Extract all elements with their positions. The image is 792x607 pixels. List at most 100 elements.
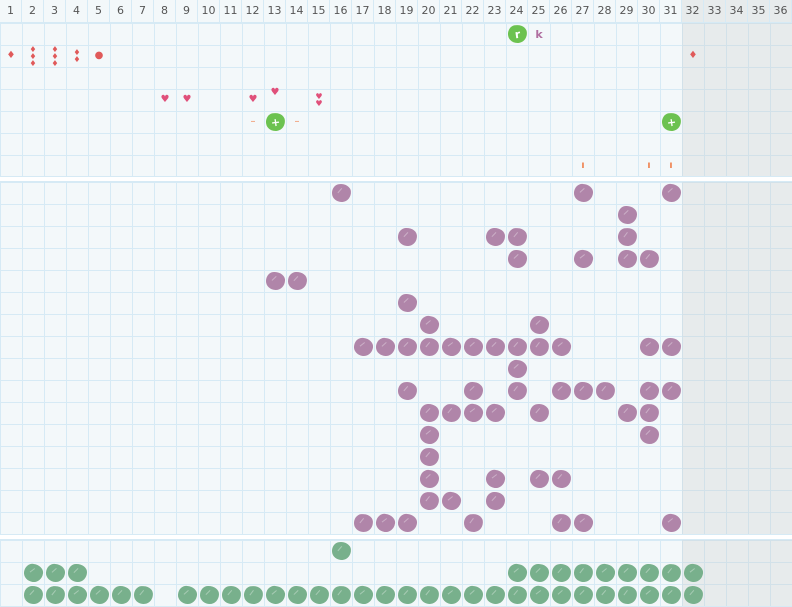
purple-block[interactable] (462, 336, 484, 358)
purple-block[interactable] (528, 336, 550, 358)
purple-block[interactable] (396, 292, 418, 314)
purple-block[interactable] (616, 402, 638, 424)
purple-block[interactable] (594, 380, 616, 402)
purple-block[interactable] (572, 512, 594, 534)
purple-block[interactable] (418, 402, 440, 424)
green-block[interactable] (682, 584, 704, 606)
green-block[interactable] (462, 584, 484, 606)
purple-block[interactable] (352, 336, 374, 358)
green-block[interactable] (572, 562, 594, 584)
purple-block[interactable] (462, 380, 484, 402)
purple-block[interactable] (264, 270, 286, 292)
green-block[interactable] (616, 584, 638, 606)
purple-block[interactable] (396, 380, 418, 402)
green-block[interactable] (330, 584, 352, 606)
purple-block[interactable] (374, 336, 396, 358)
green-block[interactable] (66, 562, 88, 584)
green-block[interactable] (44, 584, 66, 606)
purple-block[interactable] (352, 512, 374, 534)
track-cell[interactable]: ♦♦ (66, 45, 88, 67)
green-block[interactable] (132, 584, 154, 606)
purple-block[interactable] (506, 226, 528, 248)
green-block[interactable] (220, 584, 242, 606)
track-cell[interactable]: – (242, 111, 264, 133)
green-block[interactable] (352, 584, 374, 606)
purple-block[interactable] (418, 446, 440, 468)
purple-block[interactable] (506, 380, 528, 402)
track-cell[interactable]: ● (88, 45, 110, 67)
purple-block[interactable] (550, 468, 572, 490)
track-cell[interactable]: – (286, 111, 308, 133)
purple-block[interactable] (550, 380, 572, 402)
track-cell[interactable]: ♦♦♦ (44, 45, 66, 67)
green-block[interactable] (506, 584, 528, 606)
green-block[interactable] (176, 584, 198, 606)
purple-block[interactable] (528, 468, 550, 490)
track-cell[interactable]: ı (660, 155, 682, 177)
middle-track[interactable] (0, 181, 792, 535)
purple-block[interactable] (418, 424, 440, 446)
purple-block[interactable] (616, 226, 638, 248)
purple-block[interactable] (462, 402, 484, 424)
green-block[interactable] (396, 584, 418, 606)
green-block[interactable] (22, 562, 44, 584)
purple-block[interactable] (572, 248, 594, 270)
green-block[interactable] (682, 562, 704, 584)
purple-block[interactable] (528, 402, 550, 424)
track-cell[interactable]: + (660, 111, 682, 133)
green-block[interactable] (330, 540, 352, 562)
green-block[interactable] (88, 584, 110, 606)
purple-block[interactable] (660, 380, 682, 402)
purple-block[interactable] (616, 204, 638, 226)
purple-block[interactable] (638, 402, 660, 424)
green-block[interactable] (264, 584, 286, 606)
purple-block[interactable] (506, 336, 528, 358)
purple-block[interactable] (374, 512, 396, 534)
green-block[interactable] (110, 584, 132, 606)
green-block[interactable] (66, 584, 88, 606)
purple-block[interactable] (572, 182, 594, 204)
purple-block[interactable] (418, 314, 440, 336)
green-block[interactable] (308, 584, 330, 606)
track-cell[interactable]: ♥ (176, 89, 198, 111)
green-block[interactable] (198, 584, 220, 606)
purple-block[interactable] (440, 336, 462, 358)
purple-block[interactable] (396, 512, 418, 534)
purple-block[interactable] (616, 248, 638, 270)
green-block[interactable] (22, 584, 44, 606)
purple-block[interactable] (484, 468, 506, 490)
green-block[interactable] (528, 584, 550, 606)
top-track[interactable]: r k ♦ ♦♦♦ ♦♦♦ ♦♦ ● ♦ ♥ ♥ ♥ ♥ ♥♥ – + – + ı ı ı (0, 22, 792, 177)
purple-block[interactable] (396, 226, 418, 248)
green-block[interactable] (374, 584, 396, 606)
purple-block[interactable] (330, 182, 352, 204)
track-cell[interactable]: ♦♦♦ (22, 45, 44, 67)
purple-block[interactable] (418, 336, 440, 358)
purple-block[interactable] (440, 402, 462, 424)
green-block[interactable] (572, 584, 594, 606)
green-block[interactable] (638, 584, 660, 606)
green-block[interactable] (594, 562, 616, 584)
track-cell[interactable]: ♦ (0, 45, 22, 67)
purple-block[interactable] (660, 336, 682, 358)
purple-block[interactable] (418, 490, 440, 512)
track-cell[interactable]: ♥ (264, 88, 286, 111)
purple-block[interactable] (638, 248, 660, 270)
green-block[interactable] (44, 562, 66, 584)
purple-block[interactable] (638, 336, 660, 358)
purple-block[interactable] (440, 490, 462, 512)
purple-block[interactable] (550, 512, 572, 534)
purple-block[interactable] (396, 336, 418, 358)
track-cell[interactable]: k (528, 23, 550, 45)
purple-block[interactable] (638, 380, 660, 402)
purple-block[interactable] (660, 512, 682, 534)
purple-block[interactable] (462, 512, 484, 534)
purple-block[interactable] (572, 380, 594, 402)
track-cell[interactable]: ♥ (242, 89, 264, 111)
track-cell[interactable]: ı (572, 155, 594, 177)
purple-block[interactable] (528, 314, 550, 336)
green-block[interactable] (638, 562, 660, 584)
track-cell[interactable]: r (506, 23, 528, 45)
purple-block[interactable] (484, 336, 506, 358)
green-block[interactable] (528, 562, 550, 584)
